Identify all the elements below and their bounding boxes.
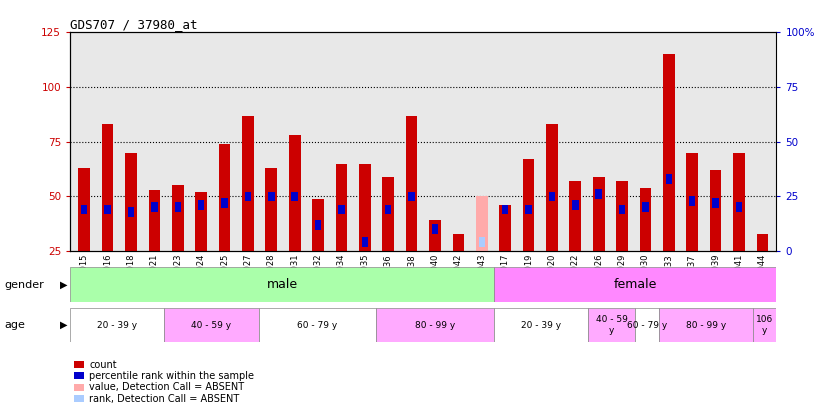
Bar xyxy=(126,153,137,251)
Bar xyxy=(494,267,776,302)
Bar xyxy=(432,224,439,234)
Bar xyxy=(593,177,605,251)
Bar xyxy=(195,192,207,251)
Bar xyxy=(244,192,251,201)
Text: male: male xyxy=(267,278,297,291)
Bar xyxy=(759,288,766,298)
Bar xyxy=(265,168,278,251)
Bar xyxy=(588,308,635,342)
Bar xyxy=(569,181,582,251)
Bar xyxy=(430,220,441,251)
Text: 60 - 79 y: 60 - 79 y xyxy=(627,320,667,330)
Bar xyxy=(525,205,532,215)
Text: 106
y: 106 y xyxy=(756,315,773,335)
Bar xyxy=(752,308,776,342)
Text: 80 - 99 y: 80 - 99 y xyxy=(415,320,455,330)
Text: 20 - 39 y: 20 - 39 y xyxy=(97,320,137,330)
Bar xyxy=(78,168,90,251)
Bar xyxy=(198,200,204,210)
Bar xyxy=(500,205,511,251)
Text: GDS707 / 37980_at: GDS707 / 37980_at xyxy=(70,18,197,31)
Bar xyxy=(70,308,164,342)
Bar xyxy=(102,124,113,251)
Bar xyxy=(151,202,158,212)
Bar xyxy=(596,189,602,199)
Bar xyxy=(70,267,494,302)
Bar xyxy=(312,198,324,251)
Bar xyxy=(268,192,274,201)
Bar xyxy=(339,205,344,215)
Bar xyxy=(619,205,625,215)
Bar xyxy=(289,135,301,251)
Bar xyxy=(548,192,555,201)
Text: 60 - 79 y: 60 - 79 y xyxy=(297,320,338,330)
Text: female: female xyxy=(614,278,657,291)
Bar xyxy=(663,54,675,251)
Bar xyxy=(315,220,321,230)
Text: gender: gender xyxy=(4,279,44,290)
Bar xyxy=(712,198,719,208)
Bar xyxy=(635,308,658,342)
Bar xyxy=(172,185,183,251)
Bar xyxy=(546,124,558,251)
Bar xyxy=(174,202,181,212)
Bar xyxy=(736,202,743,212)
Bar xyxy=(242,115,254,251)
Bar xyxy=(572,200,578,210)
Bar xyxy=(478,237,485,247)
Text: 40 - 59
y: 40 - 59 y xyxy=(596,315,628,335)
Bar xyxy=(494,308,588,342)
Bar xyxy=(221,198,228,208)
Text: ▶: ▶ xyxy=(59,279,67,290)
Text: percentile rank within the sample: percentile rank within the sample xyxy=(89,371,254,381)
Bar xyxy=(658,308,752,342)
Bar xyxy=(385,205,392,215)
Text: age: age xyxy=(4,320,25,330)
Bar xyxy=(292,192,298,201)
Text: count: count xyxy=(89,360,116,369)
Bar xyxy=(733,153,745,251)
Bar xyxy=(164,308,259,342)
Bar xyxy=(104,205,111,215)
Bar xyxy=(408,192,415,201)
Bar xyxy=(453,234,464,251)
Text: 20 - 39 y: 20 - 39 y xyxy=(521,320,561,330)
Bar xyxy=(219,144,230,251)
Bar xyxy=(476,196,487,251)
Bar xyxy=(359,164,371,251)
Bar xyxy=(502,205,508,215)
Bar xyxy=(335,164,347,251)
Bar xyxy=(455,264,462,273)
Bar xyxy=(523,159,534,251)
Bar xyxy=(686,153,698,251)
Bar xyxy=(81,205,88,215)
Bar xyxy=(666,174,672,184)
Text: 80 - 99 y: 80 - 99 y xyxy=(686,320,726,330)
Bar xyxy=(149,190,160,251)
Bar xyxy=(382,177,394,251)
Bar xyxy=(643,202,648,212)
Bar xyxy=(639,188,652,251)
Text: value, Detection Call = ABSENT: value, Detection Call = ABSENT xyxy=(89,382,244,392)
Bar xyxy=(616,181,628,251)
Bar xyxy=(376,308,494,342)
Text: 40 - 59 y: 40 - 59 y xyxy=(192,320,231,330)
Bar xyxy=(259,308,377,342)
Bar xyxy=(128,207,135,217)
Bar xyxy=(757,234,768,251)
Text: ▶: ▶ xyxy=(59,320,67,330)
Text: rank, Detection Call = ABSENT: rank, Detection Call = ABSENT xyxy=(89,394,240,403)
Bar xyxy=(406,115,417,251)
Bar xyxy=(689,196,695,206)
Bar xyxy=(710,170,721,251)
Bar xyxy=(362,237,368,247)
